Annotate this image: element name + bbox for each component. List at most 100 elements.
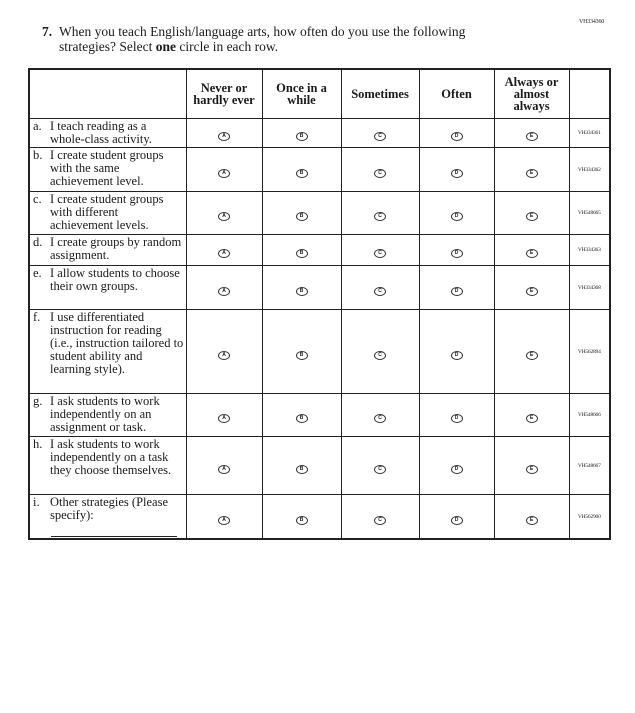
radio-bubble[interactable]: E [525, 515, 538, 525]
radio-bubble[interactable]: C [374, 286, 386, 296]
radio-bubble[interactable]: D [450, 515, 463, 525]
row-label: c. I create student groups with different… [28, 191, 187, 235]
row-text: I create student groups with different a… [50, 192, 164, 232]
radio-bubble[interactable]: C [374, 414, 386, 423]
radio-bubble[interactable]: E [525, 249, 538, 258]
radio-bubble[interactable]: E [525, 464, 538, 474]
radio-bubble[interactable]: A [218, 414, 230, 423]
row-letter: e. [33, 266, 42, 280]
column-header: Always or almost always [493, 68, 570, 119]
option-cell: D [418, 436, 495, 495]
option-cell: E [493, 147, 570, 192]
radio-bubble[interactable]: B [295, 286, 308, 296]
radio-bubble[interactable]: D [450, 286, 463, 296]
radio-bubble[interactable]: D [450, 249, 463, 258]
item-code: VH334362 [568, 147, 611, 192]
radio-bubble[interactable]: D [450, 132, 463, 141]
radio-bubble[interactable]: A [218, 464, 230, 474]
option-cell: D [418, 393, 495, 437]
row-label: i. Other strategies (Please specify): [28, 494, 187, 540]
option-cell: E [493, 265, 570, 310]
specify-input[interactable] [51, 536, 177, 537]
radio-bubble[interactable]: C [374, 464, 386, 474]
radio-bubble[interactable]: D [450, 168, 463, 178]
radio-bubble[interactable]: A [218, 249, 230, 258]
row-text: I ask students to work independently on … [50, 394, 160, 434]
radio-bubble[interactable]: D [450, 464, 463, 474]
radio-bubble[interactable]: A [218, 168, 230, 178]
row-label: b. I create student groups with the same … [28, 147, 187, 192]
row-label: e. I allow students to choose their own g… [28, 265, 187, 310]
option-cell: B [261, 309, 342, 394]
radio-bubble[interactable]: A [218, 212, 230, 221]
header-blank [28, 68, 187, 119]
table-row: c. I create student groups with different… [28, 191, 611, 235]
option-cell: E [493, 118, 570, 148]
radio-bubble[interactable]: E [525, 168, 538, 178]
table-row: e. I allow students to choose their own g… [28, 265, 611, 310]
radio-bubble[interactable]: B [295, 168, 308, 178]
radio-bubble[interactable]: B [295, 132, 308, 141]
radio-bubble[interactable]: A [218, 286, 230, 296]
column-header: Sometimes [340, 68, 420, 119]
option-cell: B [261, 118, 342, 148]
radio-bubble[interactable]: C [374, 168, 386, 178]
question-id: VH334360 [579, 19, 605, 25]
radio-bubble[interactable]: B [295, 249, 308, 258]
radio-bubble[interactable]: C [374, 212, 386, 221]
item-code: VH562894 [568, 309, 611, 394]
table-row: i. Other strategies (Please specify): A B C D… [28, 494, 611, 540]
question-number: 7. [42, 24, 53, 39]
column-header: Once in a while [261, 68, 342, 119]
radio-bubble[interactable]: B [295, 464, 308, 474]
radio-bubble[interactable]: A [218, 350, 230, 360]
item-code: VH548667 [568, 436, 611, 495]
row-letter: i. [33, 495, 40, 509]
radio-bubble[interactable]: E [525, 350, 538, 360]
option-cell: C [340, 309, 420, 394]
option-cell: B [261, 393, 342, 437]
radio-bubble[interactable]: E [525, 132, 538, 141]
item-code: VH334361 [568, 118, 611, 148]
option-cell: E [493, 494, 570, 540]
radio-bubble[interactable]: D [450, 414, 463, 423]
row-label: a. I teach reading as a whole-class activ… [28, 118, 187, 148]
column-header: Often [418, 68, 495, 119]
strategy-frequency-table: Never or hardly ever Once in a while Somet… [28, 68, 611, 540]
radio-bubble[interactable]: A [218, 515, 230, 525]
option-cell: C [340, 191, 420, 235]
radio-bubble[interactable]: C [374, 350, 386, 360]
radio-bubble[interactable]: C [374, 515, 386, 525]
radio-bubble[interactable]: B [295, 350, 308, 360]
table-row: a. I teach reading as a whole-class activ… [28, 118, 611, 148]
option-cell: E [493, 436, 570, 495]
table-row: g. I ask students to work independently o… [28, 393, 611, 437]
radio-bubble[interactable]: E [525, 212, 538, 221]
item-code: VH548665 [568, 191, 611, 235]
question-text-emphasis: one [155, 39, 176, 54]
column-header: Never or hardly ever [185, 68, 263, 119]
radio-bubble[interactable]: E [525, 286, 538, 296]
option-cell: E [493, 234, 570, 266]
row-letter: g. [33, 394, 43, 408]
row-label: h. I ask students to work independently o… [28, 436, 187, 495]
item-code: VH562900 [568, 494, 611, 540]
radio-bubble[interactable]: D [450, 212, 463, 221]
radio-bubble[interactable]: C [374, 132, 386, 141]
radio-bubble[interactable]: D [450, 350, 463, 360]
option-cell: B [261, 191, 342, 235]
radio-bubble[interactable]: A [218, 132, 230, 141]
row-label: d. I create groups by random assignment. [28, 234, 187, 266]
radio-bubble[interactable]: B [295, 515, 308, 525]
option-cell: C [340, 234, 420, 266]
option-cell: D [418, 147, 495, 192]
option-cell: D [418, 234, 495, 266]
radio-bubble[interactable]: B [295, 414, 308, 423]
radio-bubble[interactable]: C [374, 249, 386, 258]
row-text: I create student groups with the same ac… [50, 148, 164, 188]
radio-bubble[interactable]: B [295, 212, 308, 221]
item-code: VH334368 [568, 265, 611, 310]
row-label: g. I ask students to work independently o… [28, 393, 187, 437]
radio-bubble[interactable]: E [525, 414, 538, 423]
option-cell: B [261, 436, 342, 495]
